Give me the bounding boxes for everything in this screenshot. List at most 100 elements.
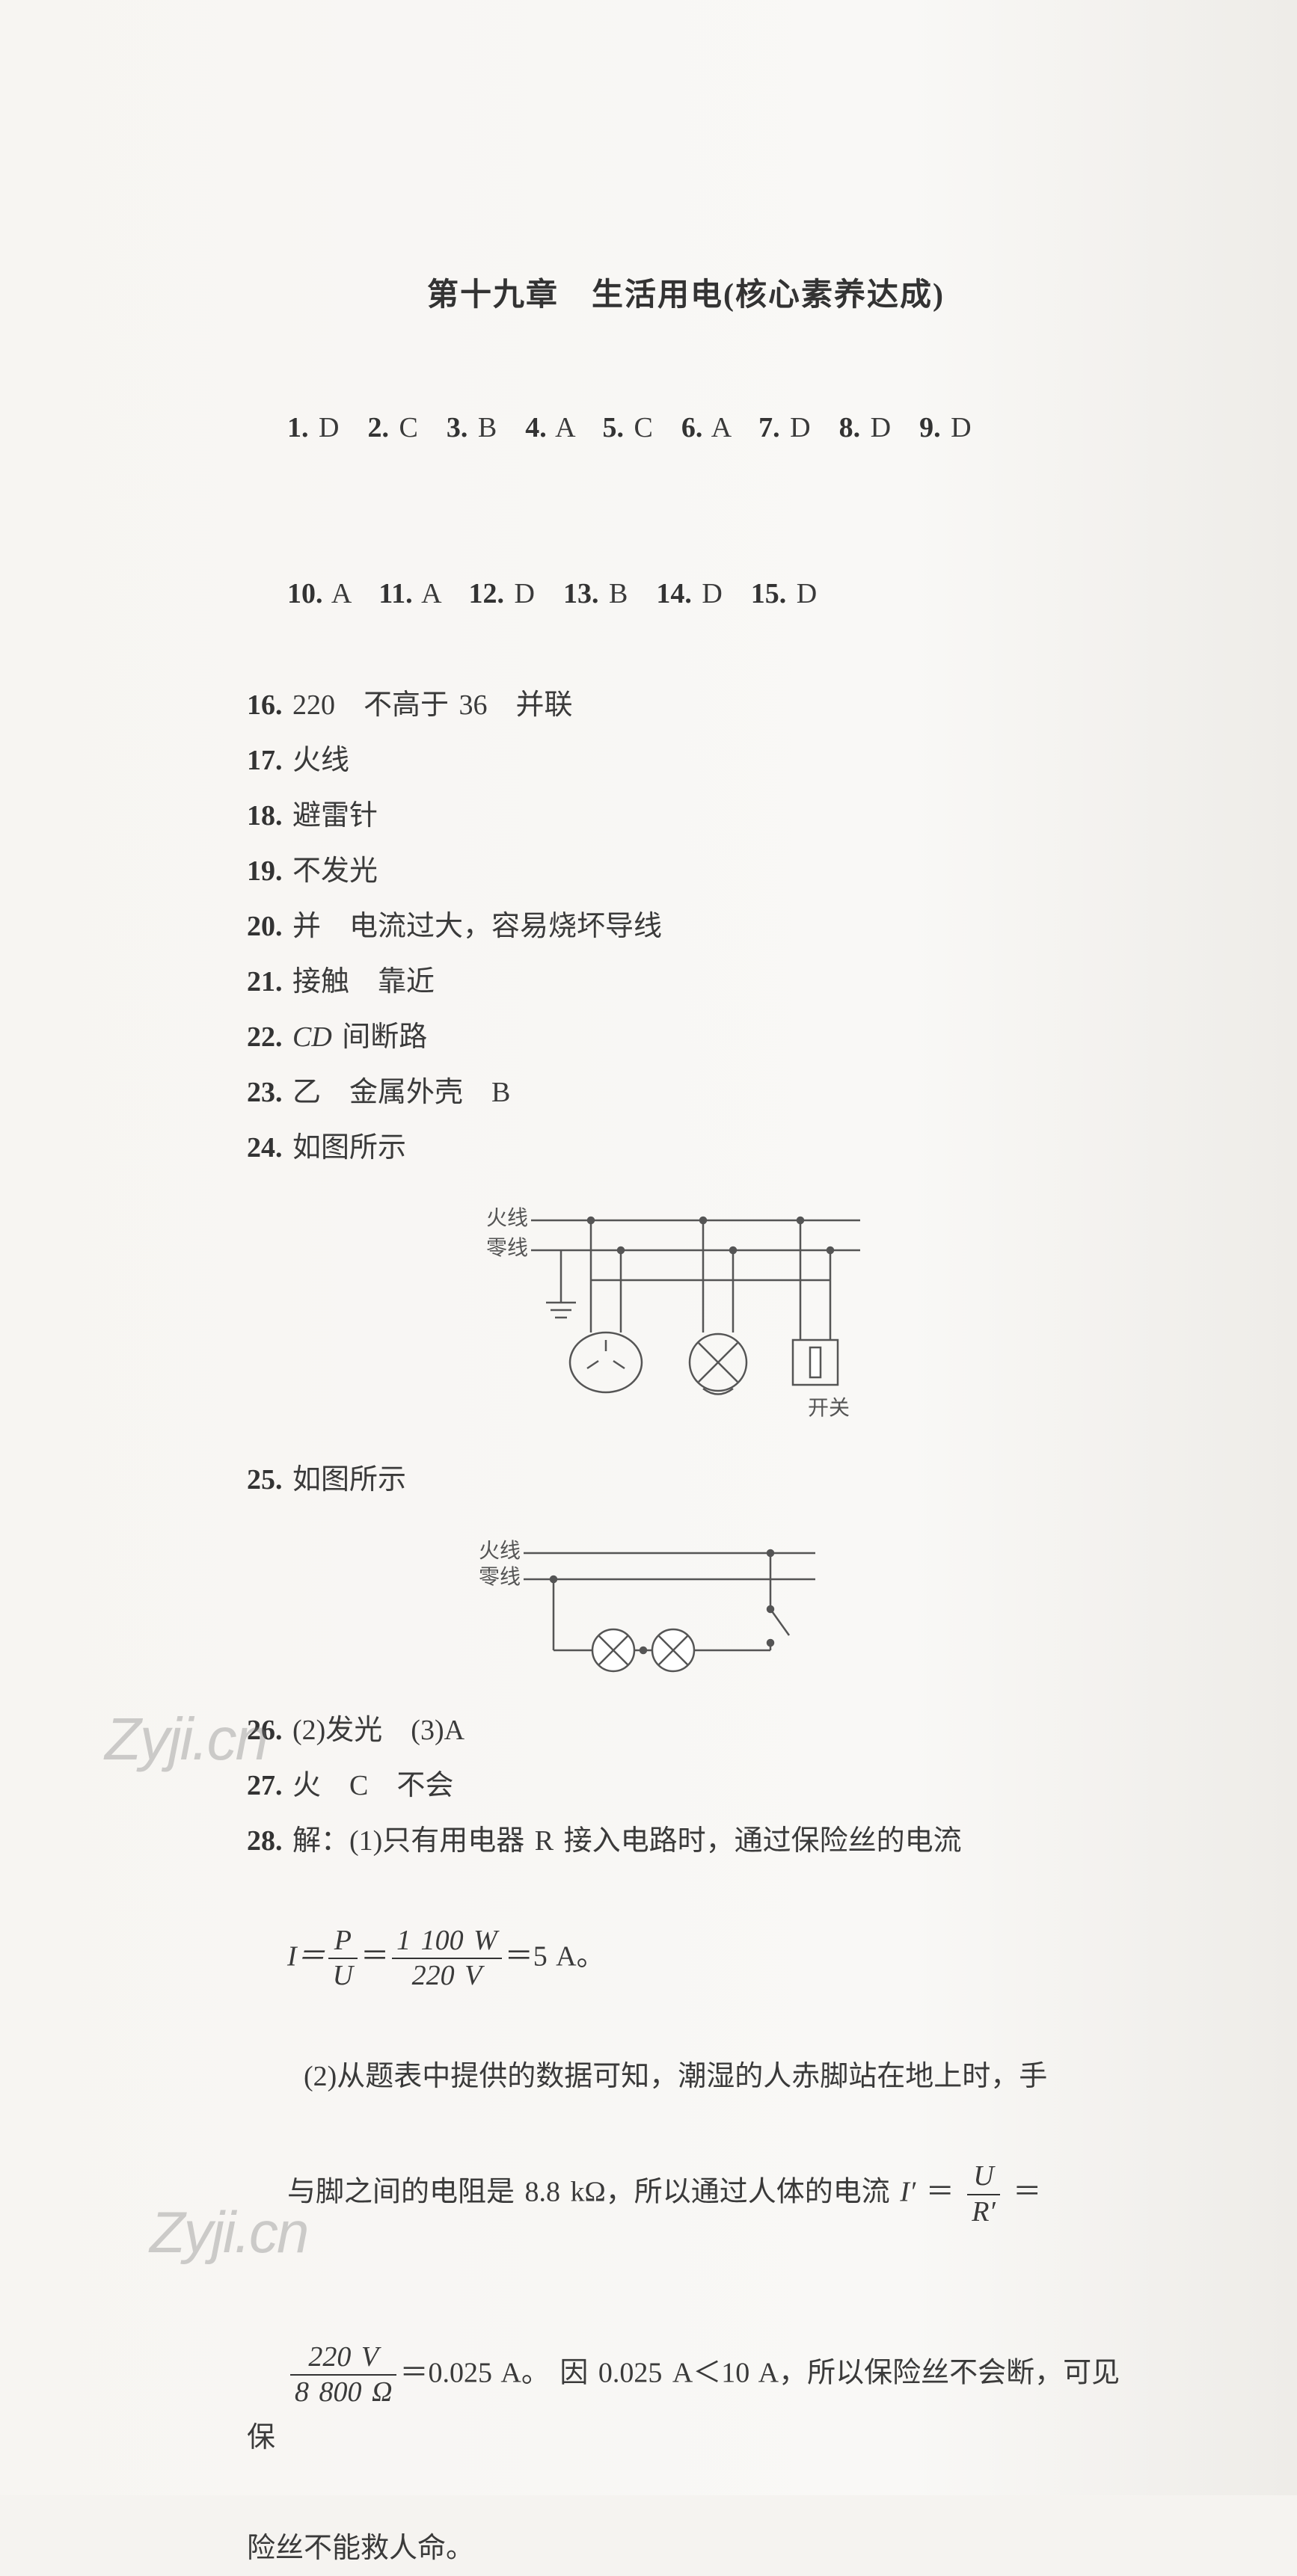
qnum: 23. <box>247 1077 283 1108</box>
ans: D <box>702 578 722 609</box>
q18: 18. 避雷针 <box>247 788 1125 843</box>
qtext: 并 电流过大，容易烧坏导线 <box>292 911 662 942</box>
ans: A <box>711 412 730 443</box>
ans: A <box>421 578 440 609</box>
qtext: 火 C 不会 <box>292 1770 453 1801</box>
frac-p-u: PU <box>328 1924 358 1994</box>
qtext: 接触 靠近 <box>292 966 435 997</box>
qtext: 解：(1)只有用电器 R 接入电路时，通过保险丝的电流 <box>292 1825 962 1857</box>
watermark-1: Zyji.cn <box>105 1705 267 1774</box>
eq: ＝ <box>1003 2177 1042 2208</box>
q28-line1: 28. 解：(1)只有用电器 R 接入电路时，通过保险丝的电流 <box>247 1813 1125 1869</box>
q21: 21. 接触 靠近 <box>247 954 1125 1009</box>
qnum: 17. <box>247 745 283 776</box>
ans: A <box>555 412 574 443</box>
qnum: 7. <box>758 412 780 443</box>
qtext: 不发光 <box>292 855 378 887</box>
q27: 27. 火 C 不会 <box>247 1758 1125 1813</box>
qtext: 避雷针 <box>292 800 378 831</box>
qtext: 险丝不能救人命。 <box>247 2533 474 2564</box>
q28-p2a: (2)从题表中提供的数据可知，潮湿的人赤脚站在地上时，手 <box>247 2049 1125 2104</box>
ans: A <box>331 578 350 609</box>
ans: D <box>871 412 891 443</box>
qtext: 如图所示 <box>292 1464 406 1496</box>
qnum: 20. <box>247 911 283 942</box>
circuit-diagram-25: 火线 零线 <box>441 1523 1125 1688</box>
frac-220-8800: 220 V8 800 Ω <box>290 2340 396 2410</box>
formula-result: ＝5 A。 <box>505 1940 605 1972</box>
chapter-title: 第十九章 生活用电(核心素养达成) <box>247 269 1125 315</box>
ans: B <box>609 578 628 609</box>
qnum: 13. <box>563 578 599 609</box>
frac-den: 8 800 Ω <box>290 2376 396 2410</box>
q26: 26. (2)发光 (3)A <box>247 1703 1125 1758</box>
qtext: (2)从题表中提供的数据可知，潮湿的人赤脚站在地上时，手 <box>304 2061 1047 2092</box>
qnum: 12. <box>468 578 504 609</box>
eq: ＝ <box>361 1940 389 1972</box>
frac-den: 220 V <box>392 1959 502 1994</box>
qnum: 28. <box>247 1825 283 1857</box>
qtext: 乙 金属外壳 B <box>292 1077 510 1108</box>
q22: 22. CD 间断路 <box>247 1009 1125 1065</box>
qtext: 间断路 <box>332 1021 428 1053</box>
diagram24-svg: 火线 零线 <box>441 1190 875 1437</box>
qnum: 15. <box>751 578 787 609</box>
q20: 20. 并 电流过大，容易烧坏导线 <box>247 899 1125 954</box>
qtext: 火线 <box>292 745 349 776</box>
q25: 25. 如图所示 <box>247 1452 1125 1507</box>
q28-p4: 险丝不能救人命。 <box>247 2521 1125 2576</box>
qnum: 22. <box>247 1021 283 1053</box>
qnum: 6. <box>681 412 703 443</box>
qnum: 10. <box>287 578 323 609</box>
q28-p3: 220 V8 800 Ω＝0.025 A。 因 0.025 A＜10 A，所以保… <box>247 2285 1125 2521</box>
qnum: 11. <box>378 578 412 609</box>
italic-cd: CD <box>292 1021 332 1053</box>
frac-num: 1 100 W <box>392 1924 502 1960</box>
label-neutral: 零线 <box>479 1565 521 1589</box>
ans: D <box>514 578 534 609</box>
q19: 19. 不发光 <box>247 843 1125 899</box>
ans: D <box>951 412 971 443</box>
qnum: 9. <box>919 412 941 443</box>
q17: 17. 火线 <box>247 733 1125 788</box>
q24: 24. 如图所示 <box>247 1120 1125 1175</box>
q23: 23. 乙 金属外壳 B <box>247 1065 1125 1120</box>
q28-p2b: 与脚之间的电阻是 8.8 kΩ，所以通过人体的电流 I′ ＝ UR′ ＝ <box>247 2104 1125 2284</box>
eq: ＝ <box>916 2177 964 2208</box>
formula-i: I＝ <box>287 1940 325 1972</box>
label-live: 火线 <box>486 1206 528 1230</box>
qtext: 与脚之间的电阻是 8.8 kΩ，所以通过人体的电流 <box>287 2177 900 2208</box>
frac-den: R′ <box>967 2195 1000 2230</box>
page-root: 第十九章 生活用电(核心素养达成) 1. D 2. C 3. B 4. A 5.… <box>0 0 1297 2495</box>
qnum: 3. <box>447 412 468 443</box>
ans: D <box>319 412 339 443</box>
answers-row-1: 1. D 2. C 3. B 4. A 5. C 6. A 7. D 8. D … <box>247 345 1125 511</box>
ans: B <box>478 412 497 443</box>
qnum: 1. <box>287 412 309 443</box>
q16: 16. 220 不高于 36 并联 <box>247 677 1125 733</box>
qnum: 4. <box>525 412 547 443</box>
answers-row-2: 10. A 11. A 12. D 13. B 14. D 15. D <box>247 511 1125 677</box>
qtext: (2)发光 (3)A <box>292 1715 464 1746</box>
ans: C <box>399 412 417 443</box>
i-prime: I′ <box>900 2177 916 2208</box>
diagram25-svg: 火线 零线 <box>441 1523 830 1688</box>
qnum: 5. <box>603 412 625 443</box>
frac-num: U <box>967 2160 1000 2195</box>
qtext: 如图所示 <box>292 1132 406 1163</box>
qnum: 21. <box>247 966 283 997</box>
ans: C <box>634 412 653 443</box>
qnum: 19. <box>247 855 283 887</box>
qnum: 27. <box>247 1770 283 1801</box>
qnum: 25. <box>247 1464 283 1496</box>
qnum: 18. <box>247 800 283 831</box>
label-live: 火线 <box>479 1539 521 1563</box>
frac-num: P <box>328 1924 358 1960</box>
q28-formula: I＝PU＝1 100 W220 V＝5 A。 <box>247 1869 1125 2049</box>
ans: D <box>797 578 817 609</box>
qnum: 16. <box>247 689 283 721</box>
qnum: 14. <box>656 578 692 609</box>
label-switch: 开关 <box>808 1396 850 1420</box>
qnum: 2. <box>367 412 389 443</box>
frac-u-rprime: UR′ <box>967 2160 1000 2229</box>
